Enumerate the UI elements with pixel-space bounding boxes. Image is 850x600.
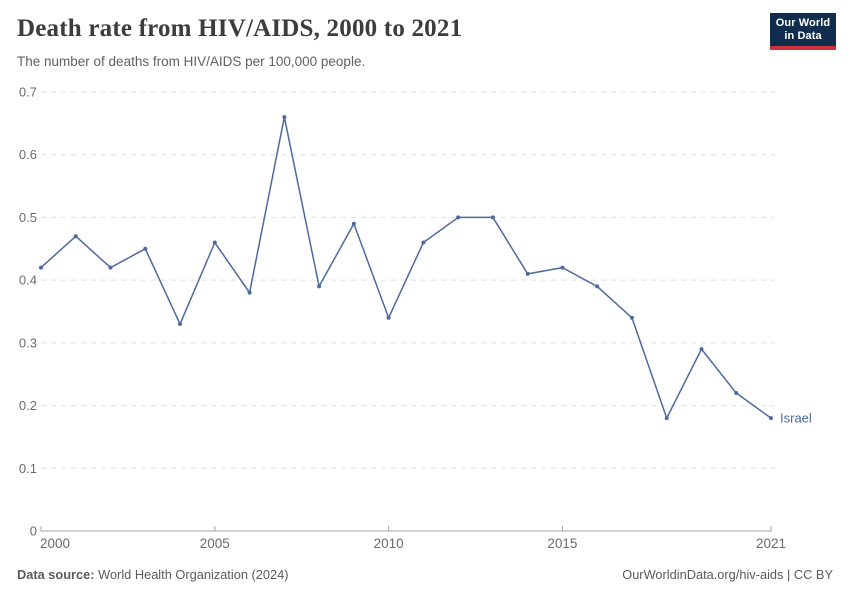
data-point <box>490 215 495 220</box>
chart-title: Death rate from HIV/AIDS, 2000 to 2021 <box>17 15 463 42</box>
y-axis-tick-label: 0.6 <box>19 147 37 162</box>
entity-label: Israel <box>780 411 812 426</box>
data-point <box>664 416 669 421</box>
data-point <box>734 391 739 396</box>
data-point <box>525 271 530 276</box>
x-axis-tick-label: 2000 <box>40 536 70 551</box>
chart-footer: Data source: World Health Organization (… <box>17 567 833 582</box>
data-source-value: World Health Organization (2024) <box>98 567 289 582</box>
chart-subtitle: The number of deaths from HIV/AIDS per 1… <box>17 54 366 69</box>
data-point <box>108 265 113 270</box>
data-line <box>40 116 772 419</box>
data-point <box>699 347 704 352</box>
owid-logo-line2: in Data <box>784 29 822 42</box>
data-point <box>629 315 634 320</box>
y-axis-tick-label: 0.1 <box>19 461 37 476</box>
data-point <box>421 240 426 245</box>
y-axis-tick-label: 0.3 <box>19 335 37 350</box>
owid-logo-line1: Our World <box>775 16 831 29</box>
footer-credit: OurWorldinData.org/hiv-aids | CC BY <box>622 567 833 582</box>
y-axis-tick-label: 0.4 <box>19 273 37 288</box>
data-point <box>769 416 773 421</box>
y-axis-tick-label: 0.7 <box>19 85 37 100</box>
owid-logo-text: Our World in Data <box>770 13 836 46</box>
data-point <box>212 240 217 245</box>
data-point <box>39 265 43 270</box>
data-point <box>595 284 600 289</box>
data-point <box>143 246 148 251</box>
data-source: Data source: World Health Organization (… <box>17 567 289 582</box>
data-point <box>456 215 461 220</box>
data-point <box>560 265 565 270</box>
x-axis-tick-label: 2005 <box>200 536 230 551</box>
x-axis-tick-label: 2010 <box>374 536 404 551</box>
x-axis-tick-label: 2021 <box>756 536 786 551</box>
y-axis-tick-label: 0.2 <box>19 398 37 413</box>
y-axis-tick-label: 0.5 <box>19 210 37 225</box>
owid-logo-red-bar <box>770 46 836 50</box>
data-point <box>351 221 356 226</box>
y-axis-tick-label: 0 <box>30 524 37 539</box>
data-source-label: Data source: <box>17 567 95 582</box>
data-point <box>282 115 287 120</box>
data-point <box>386 315 391 320</box>
owid-logo: Our World in Data <box>770 13 836 50</box>
data-point <box>247 290 252 295</box>
data-point <box>317 284 322 289</box>
x-axis-tick-label: 2015 <box>547 536 577 551</box>
data-point <box>178 322 183 327</box>
data-point <box>73 234 78 239</box>
